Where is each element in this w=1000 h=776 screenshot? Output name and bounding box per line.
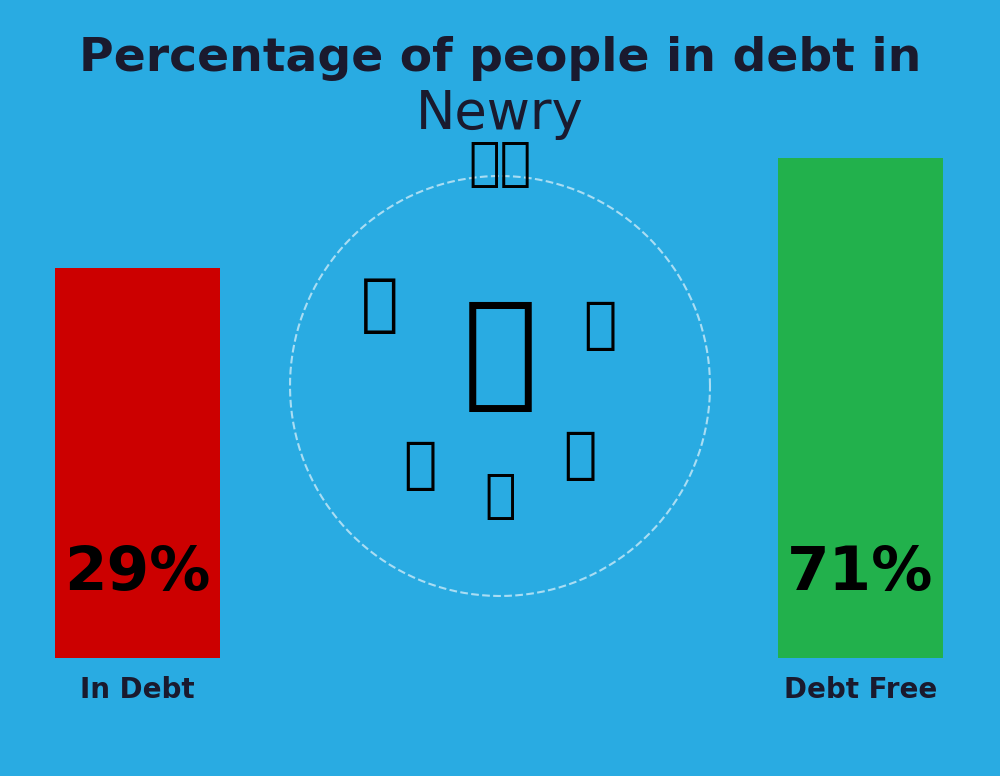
Text: Percentage of people in debt in: Percentage of people in debt in xyxy=(79,36,921,81)
Text: 🏠: 🏠 xyxy=(361,276,399,336)
Text: Newry: Newry xyxy=(416,88,584,140)
Text: 29%: 29% xyxy=(64,544,211,603)
Text: 71%: 71% xyxy=(787,544,934,603)
Text: 🏦: 🏦 xyxy=(462,296,538,417)
Text: 💵: 💵 xyxy=(484,470,516,522)
Text: 💰: 💰 xyxy=(583,299,617,353)
Bar xyxy=(778,158,943,658)
Text: In Debt: In Debt xyxy=(80,676,195,704)
Text: 🇬🇧: 🇬🇧 xyxy=(468,138,532,190)
Text: 🎓: 🎓 xyxy=(563,429,597,483)
Text: Debt Free: Debt Free xyxy=(784,676,937,704)
Bar xyxy=(55,268,220,658)
Text: 🚗: 🚗 xyxy=(403,439,437,493)
